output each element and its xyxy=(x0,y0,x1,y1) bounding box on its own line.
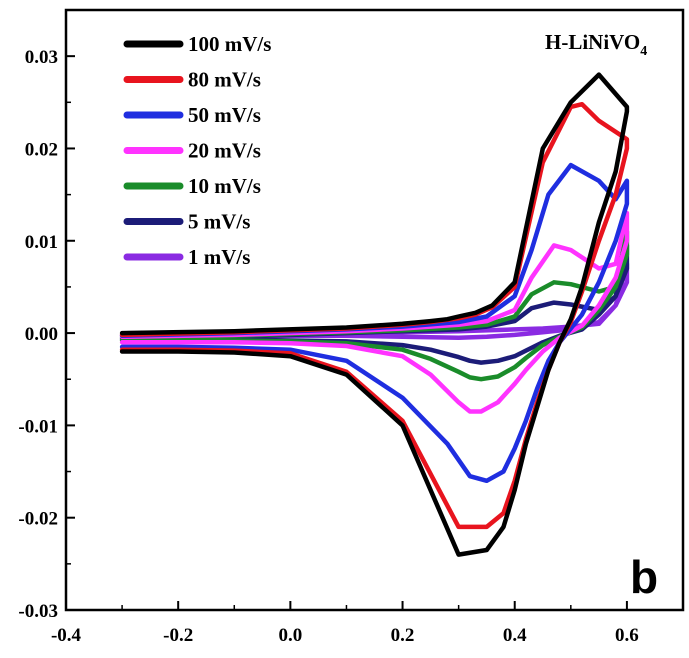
panel-label: b xyxy=(630,551,658,603)
y-tick-label-0: 0.03 xyxy=(25,47,58,68)
axis-ticks: -0.4 -0.2 0.0 0.2 0.4 0.6 0.03 0.02 0.01 0.00 -0.0… xyxy=(18,47,638,646)
y-tick-label-1: 0.02 xyxy=(25,139,58,160)
x-tick-label-2: 0.0 xyxy=(278,625,302,646)
series-line-0 xyxy=(119,72,630,557)
series-line-1 xyxy=(119,101,630,530)
corner-label-main: H-LiNiVO xyxy=(545,30,640,54)
legend-label-2: 50 mV/s xyxy=(188,103,261,127)
series-line-3 xyxy=(119,210,630,414)
legend-label-0: 100 mV/s xyxy=(188,32,271,56)
legend-label-4: 10 mV/s xyxy=(188,174,261,198)
series-line-2 xyxy=(119,162,630,484)
series-layer xyxy=(119,72,630,557)
legend-label-3: 20 mV/s xyxy=(188,139,261,163)
corner-label: H-LiNiVO4 xyxy=(545,30,647,59)
y-tick-label-2: 0.01 xyxy=(25,232,58,253)
legend: 100 mV/s 80 mV/s 50 mV/s 20 mV/s 10 mV/s 5 mV… xyxy=(123,32,271,269)
x-tick-label-5: 0.6 xyxy=(615,625,639,646)
legend-label-5: 5 mV/s xyxy=(188,210,250,234)
legend-label-6: 1 mV/s xyxy=(188,245,250,269)
plot-frame xyxy=(64,8,685,612)
x-tick-label-3: 0.2 xyxy=(391,625,415,646)
y-tick-label-4: -0.01 xyxy=(18,416,58,437)
x-tick-label-1: -0.2 xyxy=(163,625,193,646)
y-tick-label-5: -0.02 xyxy=(18,509,58,530)
y-tick-label-6: -0.03 xyxy=(18,601,58,622)
y-tick-label-3: 0.00 xyxy=(25,324,58,345)
x-tick-label-4: 0.4 xyxy=(503,625,527,646)
legend-label-1: 80 mV/s xyxy=(188,68,261,92)
x-tick-label-0: -0.4 xyxy=(51,625,82,646)
corner-label-subscript: 4 xyxy=(640,44,647,59)
